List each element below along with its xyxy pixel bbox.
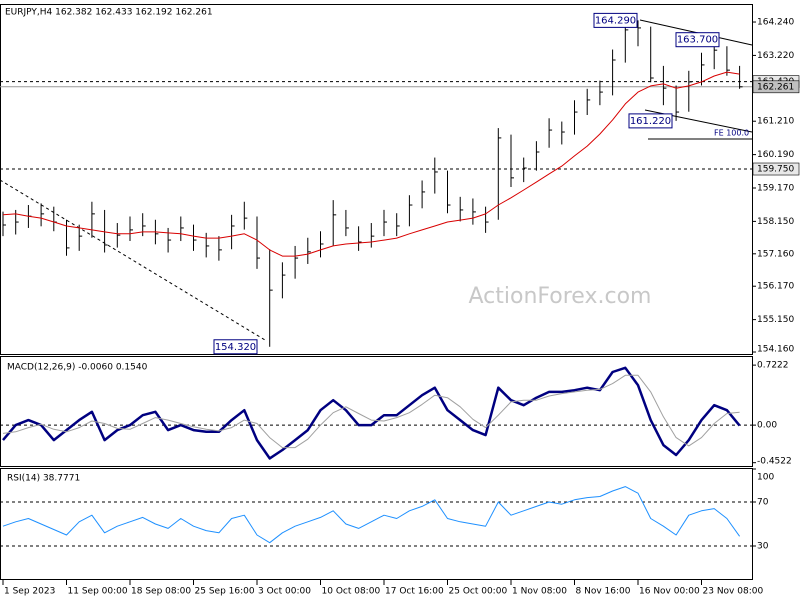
annotation-label: 163.700 [677, 35, 718, 46]
y-tick-label: 30 [757, 542, 769, 552]
y-tick-label: 157.160 [757, 249, 794, 259]
level-box [752, 162, 800, 176]
x-tick-label: 10 Oct 08:00 [322, 587, 381, 597]
level-label: 162.261 [757, 82, 794, 92]
annotation-box [593, 12, 638, 28]
y-tick-label: 164.240 [757, 18, 794, 28]
annotation-box [675, 32, 720, 48]
x-tick-label: 18 Sep 08:00 [131, 587, 191, 597]
x-tick-label: 3 Oct 00:00 [258, 587, 311, 597]
y-tick-label: 156.170 [757, 282, 794, 292]
panel-title: MACD(12,26,9) -0.0060 0.1540 [7, 363, 148, 373]
y-tick-label: 154.160 [757, 345, 794, 355]
y-tick-label: 160.190 [757, 150, 794, 160]
annotation-label: 161.220 [630, 116, 671, 127]
macd-panel [0, 356, 753, 467]
x-tick-label: 1 Nov 08:00 [512, 587, 567, 597]
y-tick-label: 158.150 [757, 217, 794, 227]
x-tick-label: 17 Oct 16:00 [385, 587, 444, 597]
x-tick-label: 25 Oct 00:00 [449, 587, 508, 597]
series-line [2, 366, 741, 460]
y-tick-label: 100 [757, 473, 774, 483]
annotation-label: 164.290 [595, 15, 636, 26]
x-tick-label: 16 Nov 00:00 [639, 587, 700, 597]
panel-title: EURJPY,H4 162.382 162.433 162.192 162.26… [5, 8, 213, 18]
trend-line [0, 179, 266, 341]
y-tick-label: -0.4522 [757, 457, 792, 467]
watermark: ActionForex.com [469, 284, 652, 309]
y-tick-label: 70 [757, 498, 769, 508]
x-tick-label: 11 Sep 00:00 [68, 587, 128, 597]
price-panel [0, 4, 753, 355]
series-line [2, 71, 740, 257]
x-tick-label: 8 Nov 16:00 [576, 587, 631, 597]
rsi-panel [0, 468, 753, 580]
annotation-box [213, 339, 258, 355]
annotation-label: 154.320 [215, 342, 256, 353]
y-tick-label: 161.210 [757, 117, 794, 127]
x-tick-label: 25 Sep 16:00 [195, 587, 255, 597]
y-tick-label: 155.150 [757, 315, 794, 325]
level-box [752, 80, 800, 94]
x-tick-label: 1 Sep 2023 [4, 587, 55, 597]
y-tick-label: 163.220 [757, 51, 794, 61]
level-label: 159.750 [757, 165, 794, 175]
series-line [2, 374, 740, 449]
series-line [2, 486, 741, 544]
annotation-label: FE 100.0 [714, 129, 749, 138]
y-tick-label: 0.00 [757, 421, 777, 431]
y-tick-label: 0.7222 [757, 361, 789, 371]
x-tick-label: 23 Nov 08:00 [703, 587, 764, 597]
y-tick-label: 159.170 [757, 184, 794, 194]
annotation-box [628, 113, 673, 129]
panel-title: RSI(14) 38.7771 [7, 474, 80, 484]
